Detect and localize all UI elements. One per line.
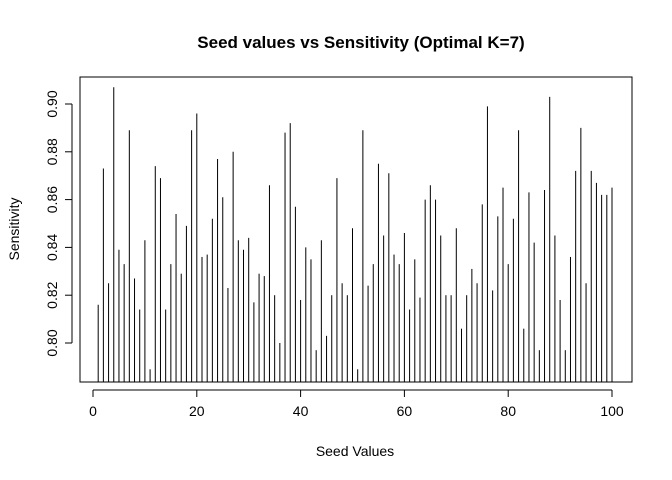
y-axis: 0.80 0.82 0.84 0.86 0.88 0.90 bbox=[44, 90, 73, 357]
x-tick-label-80: 80 bbox=[500, 403, 516, 419]
y-tick-label-0.84: 0.84 bbox=[44, 234, 60, 261]
y-tick-label-0.90: 0.90 bbox=[44, 90, 60, 117]
y-tick-label-0.88: 0.88 bbox=[44, 138, 60, 165]
x-tick-label-20: 20 bbox=[189, 403, 205, 419]
x-tick-label-40: 40 bbox=[293, 403, 309, 419]
x-tick-label-60: 60 bbox=[397, 403, 413, 419]
data-spikes bbox=[97, 87, 613, 382]
plot-frame bbox=[79, 76, 633, 383]
x-tick-label-0: 0 bbox=[89, 403, 97, 419]
y-tick-label-0.82: 0.82 bbox=[44, 281, 60, 308]
y-axis-label: Sensitivity bbox=[6, 197, 22, 260]
chart-title: Seed values vs Sensitivity (Optimal K=7) bbox=[197, 33, 524, 52]
x-axis-label: Seed Values bbox=[316, 443, 394, 459]
x-tick-label-100: 100 bbox=[600, 403, 624, 419]
x-axis: 0 20 40 60 80 100 bbox=[89, 389, 624, 419]
y-tick-label-0.86: 0.86 bbox=[44, 186, 60, 213]
y-tick-label-0.80: 0.80 bbox=[44, 329, 60, 356]
